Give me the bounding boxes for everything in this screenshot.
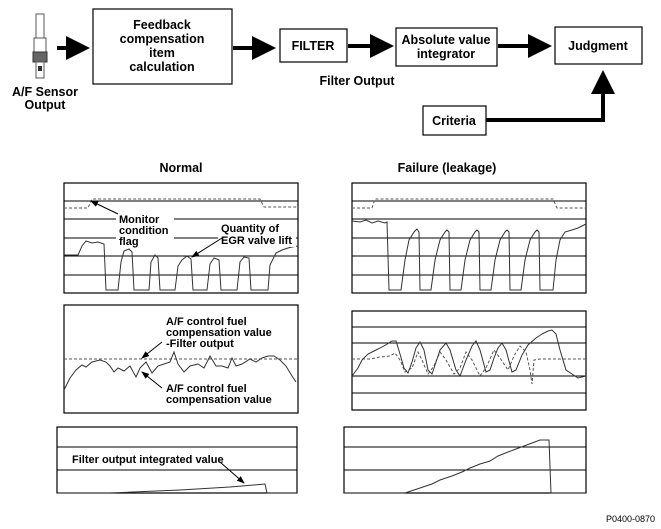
normal-compensation-plot: A/F control fuel compensation value -Fil… bbox=[63, 304, 299, 414]
svg-text:Absolute value: Absolute value bbox=[402, 33, 491, 47]
sensor-label: A/F Sensor bbox=[12, 85, 78, 99]
failure-title: Failure (leakage) bbox=[398, 161, 497, 175]
af-sensor-icon bbox=[32, 13, 48, 79]
svg-text:condition: condition bbox=[119, 225, 169, 237]
svg-text:compensation value: compensation value bbox=[166, 394, 272, 406]
svg-text:FILTER: FILTER bbox=[292, 39, 335, 53]
compensation-value-label: A/F control fuel bbox=[166, 383, 247, 395]
svg-text:calculation: calculation bbox=[129, 60, 194, 74]
svg-text:Judgment: Judgment bbox=[568, 39, 629, 53]
svg-text:-Filter output: -Filter output bbox=[166, 338, 234, 350]
sensor-label: Output bbox=[25, 98, 67, 112]
figure-id: P0400-0870 bbox=[606, 514, 655, 524]
failure-egr-plot bbox=[351, 182, 587, 294]
failure-integrated-plot bbox=[343, 426, 587, 494]
normal-integrated-plot: Filter output integrated value bbox=[56, 426, 298, 494]
normal-egr-plot: Monitor condition flag Quantity of EGR v… bbox=[63, 182, 299, 294]
monitor-flag-label: Monitor bbox=[119, 214, 160, 226]
svg-text:Feedback: Feedback bbox=[133, 18, 191, 32]
svg-text:EGR valve lift: EGR valve lift bbox=[221, 235, 292, 247]
egr-lift-line bbox=[64, 240, 299, 291]
integrator-box: Absolute value integrator bbox=[395, 27, 498, 67]
svg-text:compensation: compensation bbox=[120, 32, 205, 46]
svg-text:item: item bbox=[149, 46, 175, 60]
filter-output-label-annotation: A/F control fuel bbox=[166, 316, 247, 328]
svg-text:integrator: integrator bbox=[417, 47, 475, 61]
integrated-value-label: Filter output integrated value bbox=[72, 454, 224, 466]
filter-output-label: Filter Output bbox=[320, 74, 396, 88]
svg-text:compensation value: compensation value bbox=[166, 327, 272, 339]
flow-arrows bbox=[57, 34, 615, 122]
failure-compensation-plot bbox=[351, 310, 587, 411]
monitor-flag-line bbox=[64, 198, 298, 209]
egr-lift-label: Quantity of bbox=[221, 223, 279, 235]
svg-text:Criteria: Criteria bbox=[432, 114, 477, 128]
normal-title: Normal bbox=[159, 161, 202, 175]
svg-text:flag: flag bbox=[119, 236, 139, 248]
filter-box: FILTER bbox=[279, 28, 348, 63]
criteria-box: Criteria bbox=[422, 105, 487, 136]
feedback-box: Feedback compensation item calculation bbox=[92, 8, 233, 85]
judgment-box: Judgment bbox=[554, 26, 643, 65]
